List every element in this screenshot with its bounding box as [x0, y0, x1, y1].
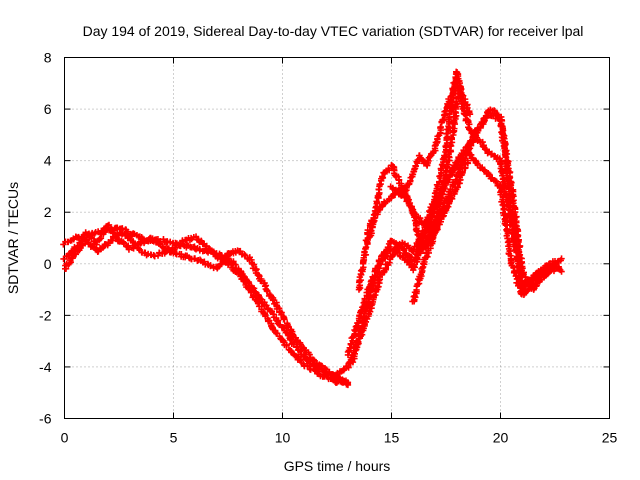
data-point — [88, 235, 95, 242]
data-point — [165, 245, 172, 252]
data-point — [459, 168, 466, 176]
y-tick-label: 0 — [44, 256, 52, 272]
x-tick-label: 15 — [384, 430, 400, 446]
data-point — [281, 316, 288, 323]
data-point — [404, 196, 411, 204]
data-point — [241, 251, 248, 258]
series-7 — [366, 68, 559, 294]
data-point — [385, 165, 392, 172]
data-point — [360, 313, 367, 320]
data-point — [558, 268, 565, 275]
y-tick-label: 8 — [44, 50, 52, 66]
series-5 — [344, 106, 565, 359]
y-axis-label: SDTVAR / TECUs — [5, 182, 21, 294]
data-point — [91, 230, 98, 237]
data-point — [441, 108, 448, 115]
series-3 — [60, 221, 352, 389]
data-point — [270, 297, 277, 304]
y-tick-label: -2 — [39, 307, 52, 323]
x-tick-label: 25 — [602, 430, 618, 446]
data-point — [529, 281, 536, 289]
data-point — [466, 126, 473, 133]
series-10 — [409, 157, 472, 305]
y-tick-labels: -6 -4 -2 0 2 4 6 8 — [39, 50, 52, 427]
data-point — [105, 221, 113, 229]
y-tick-label: 4 — [44, 153, 52, 169]
data-point — [352, 323, 360, 330]
data-point — [496, 116, 504, 124]
data-point — [159, 244, 167, 251]
data-point — [515, 260, 522, 267]
data-point — [464, 157, 471, 164]
x-tick-label: 0 — [61, 430, 69, 446]
data-point — [551, 258, 559, 265]
data-point — [387, 243, 394, 251]
data-point — [467, 142, 475, 149]
data-point — [399, 187, 407, 194]
data-point — [466, 111, 474, 118]
data-point — [344, 381, 352, 389]
data-point — [437, 123, 444, 131]
data-point — [382, 253, 389, 261]
data-point — [283, 342, 290, 349]
y-tick-label: -4 — [39, 359, 52, 375]
x-tick-label: 20 — [493, 430, 509, 446]
data-point — [441, 152, 448, 159]
data-point — [104, 222, 111, 229]
data-point — [355, 330, 362, 338]
plot-frame — [64, 57, 610, 419]
data-point — [558, 255, 565, 262]
data-point — [517, 269, 524, 276]
data-point — [155, 249, 163, 256]
data-point — [227, 261, 235, 268]
series-6 — [348, 146, 559, 366]
data-point — [455, 85, 463, 92]
chart-title: Day 194 of 2019, Sidereal Day-to-day VTE… — [83, 23, 584, 39]
axis-ticks — [64, 57, 610, 419]
x-axis-label: GPS time / hours — [284, 458, 391, 474]
data-point — [551, 265, 559, 273]
data-point — [505, 206, 512, 214]
data-point — [208, 247, 215, 254]
data-point — [441, 176, 449, 184]
data-point — [325, 370, 333, 377]
y-tick-label: 2 — [44, 204, 52, 220]
x-tick-labels: 0 5 10 15 20 25 — [61, 430, 618, 446]
data-point — [500, 212, 507, 219]
data-point — [118, 231, 126, 238]
y-tick-label: -6 — [39, 411, 52, 427]
x-tick-label: 5 — [170, 430, 178, 446]
data-point — [433, 225, 441, 232]
data-point — [424, 253, 431, 261]
data-points — [60, 68, 565, 389]
y-tick-label: 6 — [44, 101, 52, 117]
data-point — [310, 356, 317, 363]
data-point — [481, 166, 488, 174]
data-point — [376, 206, 383, 213]
data-point — [532, 280, 539, 287]
data-point — [473, 136, 480, 143]
data-point — [96, 235, 103, 243]
data-point — [333, 379, 341, 386]
x-tick-label: 10 — [275, 430, 291, 446]
data-point — [537, 266, 545, 274]
series-2 — [61, 229, 341, 386]
data-point — [250, 261, 258, 268]
data-point — [306, 351, 313, 358]
series-9 — [355, 85, 463, 293]
